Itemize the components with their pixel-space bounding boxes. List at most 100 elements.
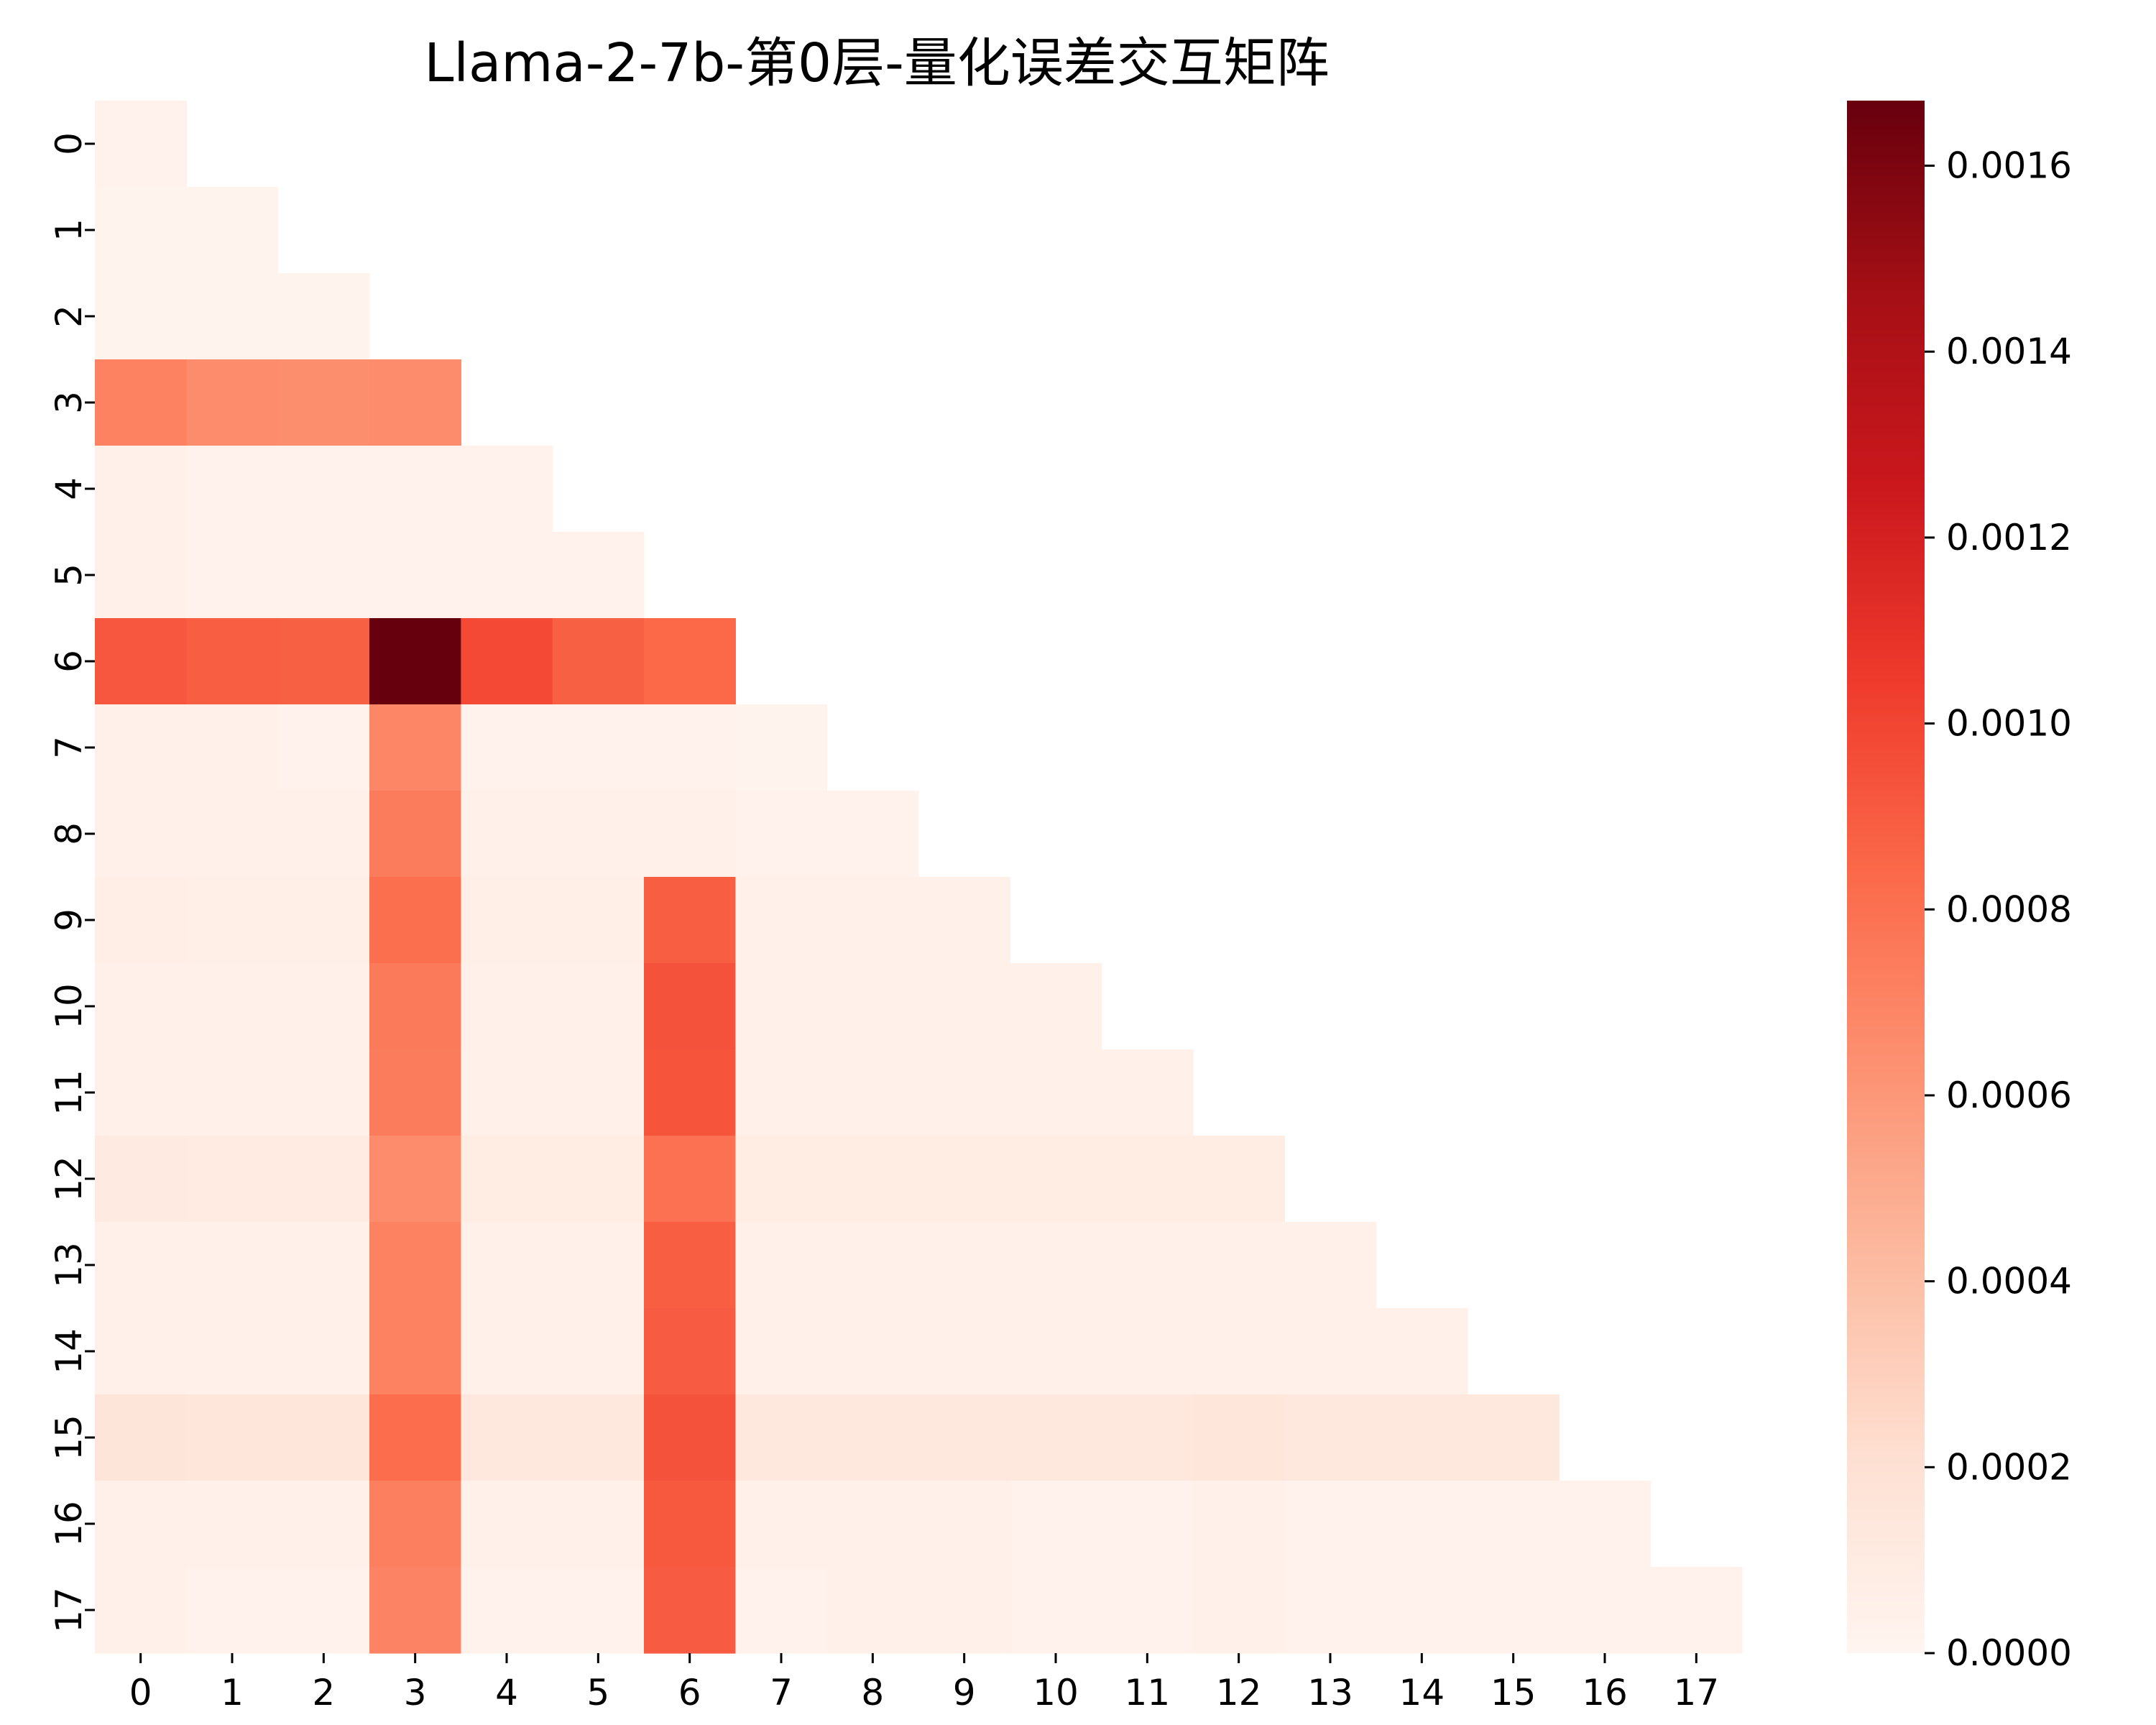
heatmap-cell-r12-c7 [735, 1136, 828, 1223]
heatmap-cell-r5-c1 [186, 532, 279, 619]
colorbar-tick-label: 0.0004 [1946, 1261, 2072, 1302]
colorbar-tick-label: 0.0008 [1946, 888, 2072, 930]
heatmap-cell-r5-c2 [277, 532, 370, 619]
heatmap-cell-r14-c8 [826, 1308, 919, 1395]
heatmap-cell-r6-c5 [552, 618, 645, 705]
x-tick-label: 8 [861, 1672, 884, 1714]
y-tick-label: 1 [48, 218, 90, 242]
heatmap-cell-r11-c7 [735, 1049, 828, 1136]
heatmap-cell-r7-c7 [735, 704, 828, 791]
heatmap-cell-r8-c1 [186, 791, 279, 878]
heatmap-cell-r16-c12 [1193, 1481, 1285, 1568]
y-tick-label: 8 [48, 822, 90, 845]
heatmap-cell-r11-c2 [277, 1049, 370, 1136]
y-tick-label: 6 [48, 650, 90, 673]
x-tick-label: 14 [1399, 1672, 1445, 1714]
colorbar-tick-label: 0.0006 [1946, 1075, 2072, 1116]
heatmap-cell-r10-c10 [1010, 963, 1102, 1050]
heatmap-cell-r13-c11 [1101, 1222, 1194, 1309]
heatmap-cell-r11-c10 [1010, 1049, 1102, 1136]
heatmap-cell-r14-c9 [918, 1308, 1010, 1395]
heatmap-cell-r9-c3 [369, 877, 461, 964]
y-tick-label: 3 [48, 391, 90, 414]
heatmap-cell-r3-c0 [95, 359, 187, 446]
heatmap-cell-r14-c10 [1010, 1308, 1102, 1395]
x-tick-label: 15 [1491, 1672, 1537, 1714]
heatmap-cell-r12-c10 [1010, 1136, 1102, 1223]
y-tick-label: 5 [48, 564, 90, 586]
heatmap-cell-r16-c7 [735, 1481, 828, 1568]
heatmap-cell-r16-c8 [826, 1481, 919, 1568]
heatmap-cell-r17-c0 [95, 1567, 187, 1654]
heatmap-cell-r17-c13 [1284, 1567, 1377, 1654]
colorbar-tick-label: 0.0002 [1946, 1446, 2072, 1488]
heatmap-cell-r12-c5 [552, 1136, 645, 1223]
heatmap-cell-r17-c10 [1010, 1567, 1102, 1654]
heatmap-cell-r14-c7 [735, 1308, 828, 1395]
x-tick-label: 3 [404, 1672, 427, 1714]
heatmap-cell-r14-c0 [95, 1308, 187, 1395]
x-tick-label: 2 [312, 1672, 335, 1714]
heatmap-cell-r6-c6 [644, 618, 736, 705]
heatmap-cell-r7-c4 [461, 704, 553, 791]
heatmap-cell-r16-c4 [461, 1481, 553, 1568]
heatmap-cell-r16-c9 [918, 1481, 1010, 1568]
heatmap-cell-r11-c11 [1101, 1049, 1194, 1136]
heatmap-cell-r15-c4 [461, 1394, 553, 1481]
heatmap-cell-r8-c7 [735, 791, 828, 878]
heatmap-cell-r17-c17 [1650, 1567, 1743, 1654]
colorbar-tick-label: 0.0016 [1946, 145, 2072, 187]
heatmap-cell-r16-c2 [277, 1481, 370, 1568]
heatmap-cell-r11-c8 [826, 1049, 919, 1136]
y-tick-label: 14 [48, 1328, 90, 1374]
heatmap-cell-r13-c9 [918, 1222, 1010, 1309]
colorbar: 0.0000 0.0002 0.0004 0.0006 0.0008 0.0010 0.00… [1847, 101, 2072, 1674]
heatmap-cell-r16-c1 [186, 1481, 279, 1568]
y-tick-label: 17 [48, 1587, 90, 1633]
heatmap-cell-r14-c11 [1101, 1308, 1194, 1395]
heatmap-cell-r9-c2 [277, 877, 370, 964]
y-tick-label: 2 [48, 305, 90, 328]
heatmap-cell-r12-c8 [826, 1136, 919, 1223]
heatmap-cell-r12-c12 [1193, 1136, 1285, 1223]
heatmap-cell-r2-c1 [186, 273, 279, 360]
y-tick-label: 7 [48, 736, 90, 759]
heatmap-cell-r8-c2 [277, 791, 370, 878]
heatmap-cell-r17-c7 [735, 1567, 828, 1654]
heatmap-cell-r17-c16 [1559, 1567, 1651, 1654]
heatmap-cell-r12-c11 [1101, 1136, 1194, 1223]
heatmap-cell-r9-c7 [735, 877, 828, 964]
x-tick-label: 9 [953, 1672, 976, 1714]
heatmap-cell-r17-c3 [369, 1567, 461, 1654]
heatmap-cell-r4-c1 [186, 446, 279, 533]
heatmap-cell-r4-c2 [277, 446, 370, 533]
heatmap-cell-r6-c0 [95, 618, 187, 705]
chart-title: Llama-2-7b-第0层-量化误差交互矩阵 [424, 32, 1330, 94]
heatmap-cell-r9-c4 [461, 877, 553, 964]
heatmap-cell-r11-c6 [644, 1049, 736, 1136]
heatmap-cell-r3-c3 [369, 359, 461, 446]
heatmap-cell-r12-c6 [644, 1136, 736, 1223]
heatmap-cell-r17-c14 [1376, 1567, 1468, 1654]
colorbar-tick-label: 0.0014 [1946, 331, 2072, 372]
heatmap-cell-r10-c5 [552, 963, 645, 1050]
heatmap-cell-r15-c9 [918, 1394, 1010, 1481]
y-tick-label: 12 [48, 1156, 90, 1202]
heatmap-cell-r2-c0 [95, 273, 187, 360]
y-tick-label: 4 [48, 477, 90, 500]
heatmap-cell-r16-c5 [552, 1481, 645, 1568]
heatmap-cell-r13-c2 [277, 1222, 370, 1309]
heatmap-cell-r8-c5 [552, 791, 645, 878]
colorbar-tick-label: 0.0000 [1946, 1632, 2072, 1674]
heatmap-cell-r13-c7 [735, 1222, 828, 1309]
heatmap-cell-r15-c3 [369, 1394, 461, 1481]
heatmap-cell-r15-c12 [1193, 1394, 1285, 1481]
heatmap-cell-r11-c5 [552, 1049, 645, 1136]
heatmap-cell-r7-c2 [277, 704, 370, 791]
heatmap-cell-r12-c9 [918, 1136, 1010, 1223]
x-tick-label: 17 [1674, 1672, 1720, 1714]
x-tick-label: 6 [678, 1672, 701, 1714]
heatmap-cell-r5-c5 [552, 532, 645, 619]
heatmap-cell-r13-c4 [461, 1222, 553, 1309]
